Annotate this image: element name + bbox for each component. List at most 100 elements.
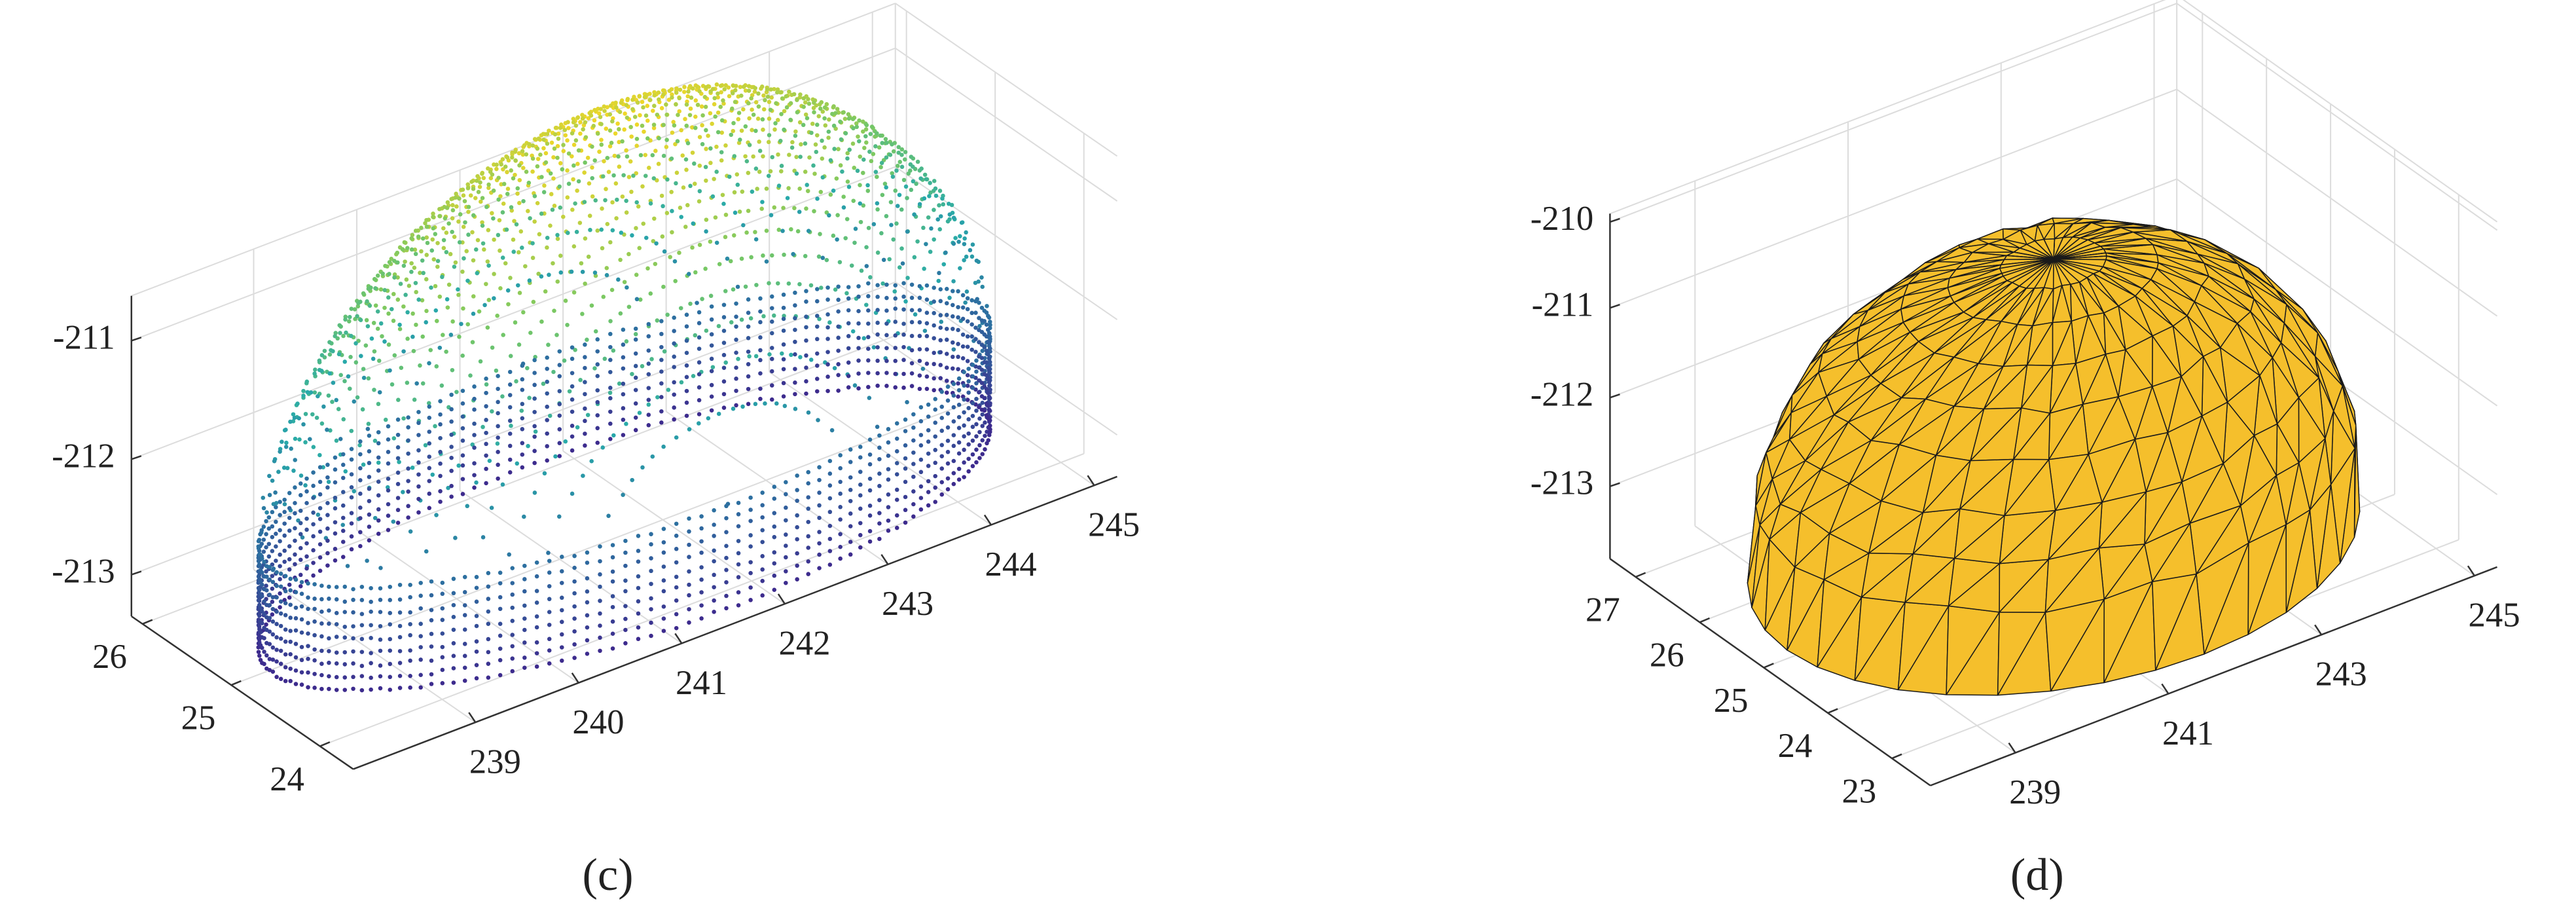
point [401,416,406,421]
point [484,441,488,447]
point [918,443,924,448]
point [637,411,642,415]
point [526,209,530,213]
point [386,476,391,481]
point [421,270,426,276]
point [846,373,851,378]
point [772,524,777,529]
point [395,417,401,422]
panel-label: (c) [583,849,634,900]
point [582,200,587,204]
point [424,217,429,223]
point [633,428,638,433]
point [693,333,698,338]
point [716,323,721,329]
point [828,192,833,197]
point [734,350,738,355]
point [463,220,467,225]
point [606,170,611,174]
point [712,598,716,603]
point [795,525,799,530]
point [486,584,491,589]
point [909,320,915,325]
point [795,488,799,492]
point [912,212,916,217]
point [856,386,861,391]
point [962,447,966,452]
point [264,588,269,593]
point [674,612,679,617]
point [697,89,702,94]
point [388,674,393,680]
point [899,207,904,212]
point [486,609,491,614]
point [618,257,623,263]
point [572,642,577,647]
point [583,120,588,125]
point [575,425,580,430]
point [293,616,299,621]
point [383,417,388,422]
point [721,303,727,307]
point [816,114,822,119]
point [977,301,981,305]
point [298,583,303,589]
point [572,565,577,570]
point [462,642,467,646]
point [792,206,797,211]
point [702,94,708,100]
point [833,111,838,115]
point [293,642,299,646]
point [490,172,495,177]
point [727,94,732,99]
point [382,287,388,293]
point [824,257,829,263]
point [708,89,713,94]
point [304,566,309,571]
point [367,303,372,308]
point [753,166,759,171]
point [619,230,624,235]
point [987,394,992,399]
point [817,566,822,570]
point [267,629,272,634]
point [659,369,664,374]
point [793,129,798,134]
point [537,232,542,236]
point [970,347,974,352]
point [572,553,577,559]
point [665,312,670,317]
point [556,131,561,136]
grid-line [230,392,996,686]
point [522,563,527,568]
point [397,673,403,678]
point [933,397,937,401]
point [433,232,438,236]
point [395,481,401,487]
point [274,531,278,536]
point [416,460,421,465]
point [945,326,949,331]
point [440,667,445,673]
point [637,246,642,251]
point [938,350,943,355]
point [909,308,915,312]
point [849,263,854,268]
point [806,506,810,511]
point [757,149,763,153]
point [903,507,908,513]
point [734,324,738,329]
point [325,485,330,490]
point [306,606,310,612]
point [496,373,500,378]
point [709,369,714,373]
point [560,632,564,637]
point [970,438,975,443]
point [600,206,604,211]
point [608,103,613,108]
point [351,674,355,680]
point [517,163,522,168]
point [278,552,282,557]
point [893,296,898,301]
point [561,143,566,147]
